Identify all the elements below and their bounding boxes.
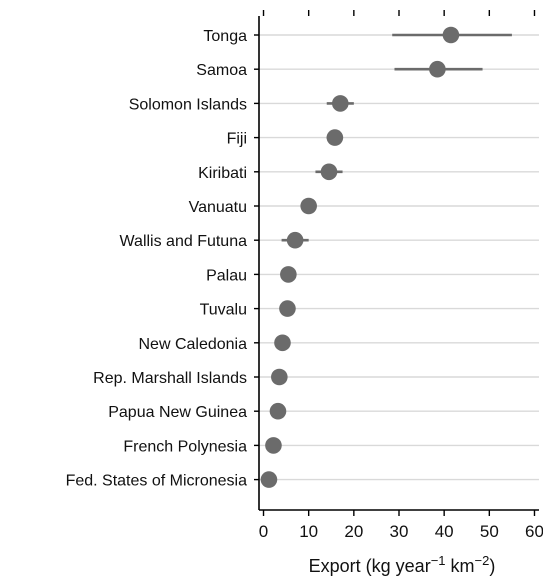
category-label-palau: Palau bbox=[206, 267, 247, 284]
category-label-fed-states-of-micronesia: Fed. States of Micronesia bbox=[66, 473, 248, 490]
category-label-samoa: Samoa bbox=[196, 62, 247, 79]
category-label-tonga: Tonga bbox=[203, 28, 247, 45]
point-vanuatu bbox=[300, 197, 317, 215]
category-label-french-polynesia: French Polynesia bbox=[123, 438, 247, 455]
x-tick-label-40: 40 bbox=[435, 522, 454, 541]
point-kiribati bbox=[320, 163, 338, 181]
x-tick-label-30: 30 bbox=[390, 522, 409, 541]
point-new-caledonia bbox=[274, 334, 291, 352]
x-tick-label-50: 50 bbox=[480, 522, 499, 541]
category-label-new-caledonia: New Caledonia bbox=[138, 336, 247, 353]
point-samoa bbox=[429, 60, 446, 78]
x-tick-label-20: 20 bbox=[344, 522, 363, 541]
category-label-tuvalu: Tuvalu bbox=[200, 302, 247, 319]
axes bbox=[254, 16, 539, 511]
point-wallis-and-futuna bbox=[286, 231, 304, 249]
x-axis-ticks: 0 10 20 30 40 50 60 bbox=[259, 10, 543, 541]
category-label-papua-new-guinea: Papua New Guinea bbox=[108, 404, 247, 421]
point-rep-marshall-islands bbox=[271, 368, 288, 386]
point-papua-new-guinea bbox=[269, 402, 287, 420]
x-axis-title: Export (kg year−1 km−2) bbox=[309, 553, 496, 577]
category-label-vanuatu: Vanuatu bbox=[189, 199, 247, 216]
x-tick-label-0: 0 bbox=[259, 522, 268, 541]
grid-lines bbox=[259, 34, 539, 481]
point-tonga bbox=[442, 26, 460, 44]
point-solomon-islands bbox=[331, 95, 349, 112]
category-label-fiji: Fiji bbox=[227, 131, 247, 148]
point-fiji bbox=[326, 129, 344, 146]
point-tuvalu bbox=[279, 300, 296, 317]
x-tick-label-10: 10 bbox=[299, 522, 318, 541]
category-labels: Tonga Samoa Solomon Islands Fiji Kiribati Van… bbox=[66, 28, 248, 490]
category-label-kiribati: Kiribati bbox=[198, 165, 247, 182]
category-label-wallis-and-futuna: Wallis and Futuna bbox=[120, 233, 248, 250]
x-tick-label-60: 60 bbox=[525, 522, 543, 541]
category-label-rep-marshall-islands: Rep. Marshall Islands bbox=[93, 370, 247, 387]
point-palau bbox=[280, 266, 297, 283]
point-fed-states-of-micronesia bbox=[260, 471, 278, 488]
point-french-polynesia bbox=[265, 437, 282, 454]
category-label-solomon-islands: Solomon Islands bbox=[129, 96, 247, 113]
data-points bbox=[260, 26, 460, 488]
